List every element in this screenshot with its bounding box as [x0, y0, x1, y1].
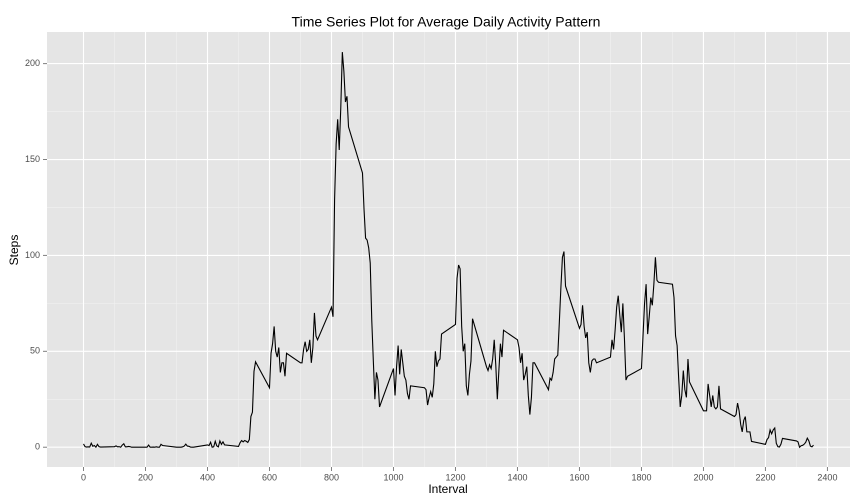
y-tick-label: 50 — [30, 346, 40, 356]
x-tick-label: 1600 — [569, 472, 589, 482]
y-tick-label: 100 — [25, 250, 40, 260]
y-axis-title: Steps — [7, 235, 21, 266]
y-tick-label: 200 — [25, 58, 40, 68]
x-tick-label: 1400 — [507, 472, 527, 482]
x-tick-label: 200 — [138, 472, 153, 482]
x-axis-title: Interval — [428, 482, 467, 496]
y-tick-label: 0 — [35, 442, 40, 452]
y-tick-label: 150 — [25, 154, 40, 164]
x-tick-label: 1200 — [445, 472, 465, 482]
x-tick-label: 2400 — [817, 472, 837, 482]
x-tick-label: 1000 — [383, 472, 403, 482]
x-tick-label: 1800 — [631, 472, 651, 482]
x-tick-label: 2000 — [693, 472, 713, 482]
chart-title: Time Series Plot for Average Daily Activ… — [292, 14, 601, 30]
x-tick-label: 800 — [324, 472, 339, 482]
x-tick-label: 400 — [200, 472, 215, 482]
x-tick-label: 600 — [262, 472, 277, 482]
x-tick-label: 0 — [81, 472, 86, 482]
line — [83, 52, 814, 449]
panel — [47, 32, 850, 467]
x-tick-label: 2200 — [755, 472, 775, 482]
